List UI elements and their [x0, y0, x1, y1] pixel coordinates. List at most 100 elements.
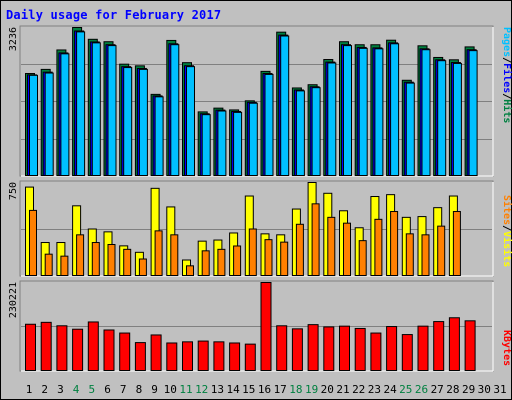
bar-pages-day-26: [421, 49, 431, 176]
bar-kbytes-day-8: [134, 342, 146, 371]
bar-kbytes-day-9: [150, 334, 162, 371]
x-tick-label: 2: [41, 383, 48, 396]
x-tick-label: 23: [368, 383, 381, 396]
bar-pages-day-23: [374, 48, 384, 177]
bar-pages-day-9: [154, 96, 164, 176]
bar-kbytes-day-12: [197, 340, 209, 372]
bottom-legend-item: KBytes: [501, 330, 512, 366]
bar-kbytes-day-4: [72, 328, 84, 371]
x-tick-label: 22: [352, 383, 365, 396]
bar-pages-day-12: [201, 114, 211, 176]
bar-sites-day-11: [186, 265, 194, 277]
bar-kbytes-day-21: [339, 325, 350, 372]
bar-pages-day-16: [264, 73, 274, 176]
bar-sites-day-5: [91, 242, 100, 277]
bar-kbytes-day-13: [213, 341, 225, 372]
x-tick-label: 15: [242, 383, 255, 396]
x-tick-label: 27: [431, 383, 444, 396]
bar-kbytes-day-24: [386, 326, 398, 371]
x-tick-label: 10: [164, 383, 177, 396]
bar-kbytes-day-3: [56, 325, 68, 371]
bar-pages-day-7: [123, 67, 133, 176]
middle-legend: Sites/Visits: [501, 195, 512, 267]
bar-kbytes-day-22: [354, 327, 366, 371]
x-tick-label: 25: [399, 383, 412, 396]
bar-pages-day-25: [405, 82, 415, 176]
bar-sites-day-22: [358, 240, 367, 277]
bar-pages-day-10: [170, 44, 180, 177]
bar-sites-day-28: [452, 211, 461, 277]
bar-sites-day-6: [107, 244, 116, 276]
bar-kbytes-day-7: [119, 332, 131, 372]
visits-panel-ymax-label: 750: [8, 182, 19, 200]
bar-sites-day-27: [437, 225, 446, 276]
top-legend-item: /: [501, 93, 512, 99]
hits-panel-ymax-label: 3236: [8, 27, 19, 51]
x-tick-label: 21: [336, 383, 349, 396]
bar-pages-day-29: [468, 50, 478, 176]
bar-pages-day-4: [76, 31, 86, 176]
bar-pages-day-14: [233, 111, 243, 176]
bar-kbytes-day-25: [401, 334, 413, 371]
bar-kbytes-day-15: [244, 343, 256, 371]
bar-kbytes-day-27: [433, 321, 445, 371]
bar-sites-day-26: [421, 234, 430, 277]
bar-pages-day-11: [186, 66, 195, 176]
kbytes-panel-ymax-label: 230221: [8, 282, 19, 318]
x-tick-label: 3: [57, 383, 64, 396]
top-legend: Pages/Files/Hits: [501, 27, 512, 123]
bar-kbytes-day-19: [307, 324, 319, 372]
x-tick-label: 11: [179, 383, 192, 396]
bar-pages-day-28: [452, 62, 462, 177]
bar-kbytes-day-16: [260, 282, 272, 371]
middle-legend-item: Visits: [501, 231, 512, 267]
x-tick-label: 18: [289, 383, 302, 396]
bar-pages-day-20: [327, 62, 337, 176]
bar-sites-day-17: [280, 241, 289, 276]
bar-kbytes-day-18: [291, 328, 303, 372]
bar-sites-day-24: [390, 211, 399, 277]
bar-sites-day-4: [76, 234, 85, 277]
x-tick-label: 19: [305, 383, 318, 396]
x-tick-label: 29: [462, 383, 475, 396]
bar-kbytes-day-6: [103, 329, 115, 372]
bar-kbytes-day-26: [417, 325, 429, 372]
bar-kbytes-day-17: [276, 325, 288, 371]
bar-sites-day-9: [154, 230, 163, 276]
chart-title: Daily usage for February 2017: [6, 8, 222, 22]
x-tick-label: 7: [120, 383, 127, 396]
x-tick-label: 13: [211, 383, 224, 396]
bar-pages-day-13: [217, 110, 227, 176]
top-legend-item: Hits: [501, 99, 512, 123]
x-tick-label: 31: [493, 383, 506, 396]
x-tick-label: 8: [136, 383, 143, 396]
bar-kbytes-day-2: [40, 321, 52, 372]
bar-sites-day-2: [44, 253, 53, 276]
top-legend-item: Pages: [501, 27, 512, 57]
bar-kbytes-day-10: [166, 342, 178, 371]
x-tick-label: 12: [195, 383, 208, 396]
bar-sites-day-19: [311, 203, 320, 276]
bar-kbytes-day-5: [87, 321, 99, 372]
bar-pages-day-24: [390, 43, 400, 176]
bar-kbytes-day-11: [182, 341, 193, 372]
x-tick-label: 17: [274, 383, 287, 396]
bar-sites-day-10: [170, 234, 179, 277]
x-tick-label: 4: [73, 383, 80, 396]
bar-kbytes-day-28: [448, 317, 460, 371]
bar-sites-day-1: [29, 209, 37, 276]
bar-sites-day-16: [264, 239, 273, 276]
x-tick-label: 20: [321, 383, 334, 396]
bar-sites-day-20: [327, 216, 336, 276]
bar-sites-day-21: [343, 222, 351, 276]
bar-kbytes-day-23: [370, 332, 382, 372]
bar-pages-day-27: [437, 60, 447, 176]
x-tick-label: 5: [88, 383, 95, 396]
x-tick-label: 24: [383, 383, 397, 396]
bar-kbytes-day-14: [229, 342, 241, 371]
top-legend-item: /: [501, 57, 512, 63]
bar-kbytes-day-29: [464, 320, 476, 372]
bar-pages-day-22: [358, 47, 368, 176]
bar-pages-day-6: [107, 45, 117, 176]
